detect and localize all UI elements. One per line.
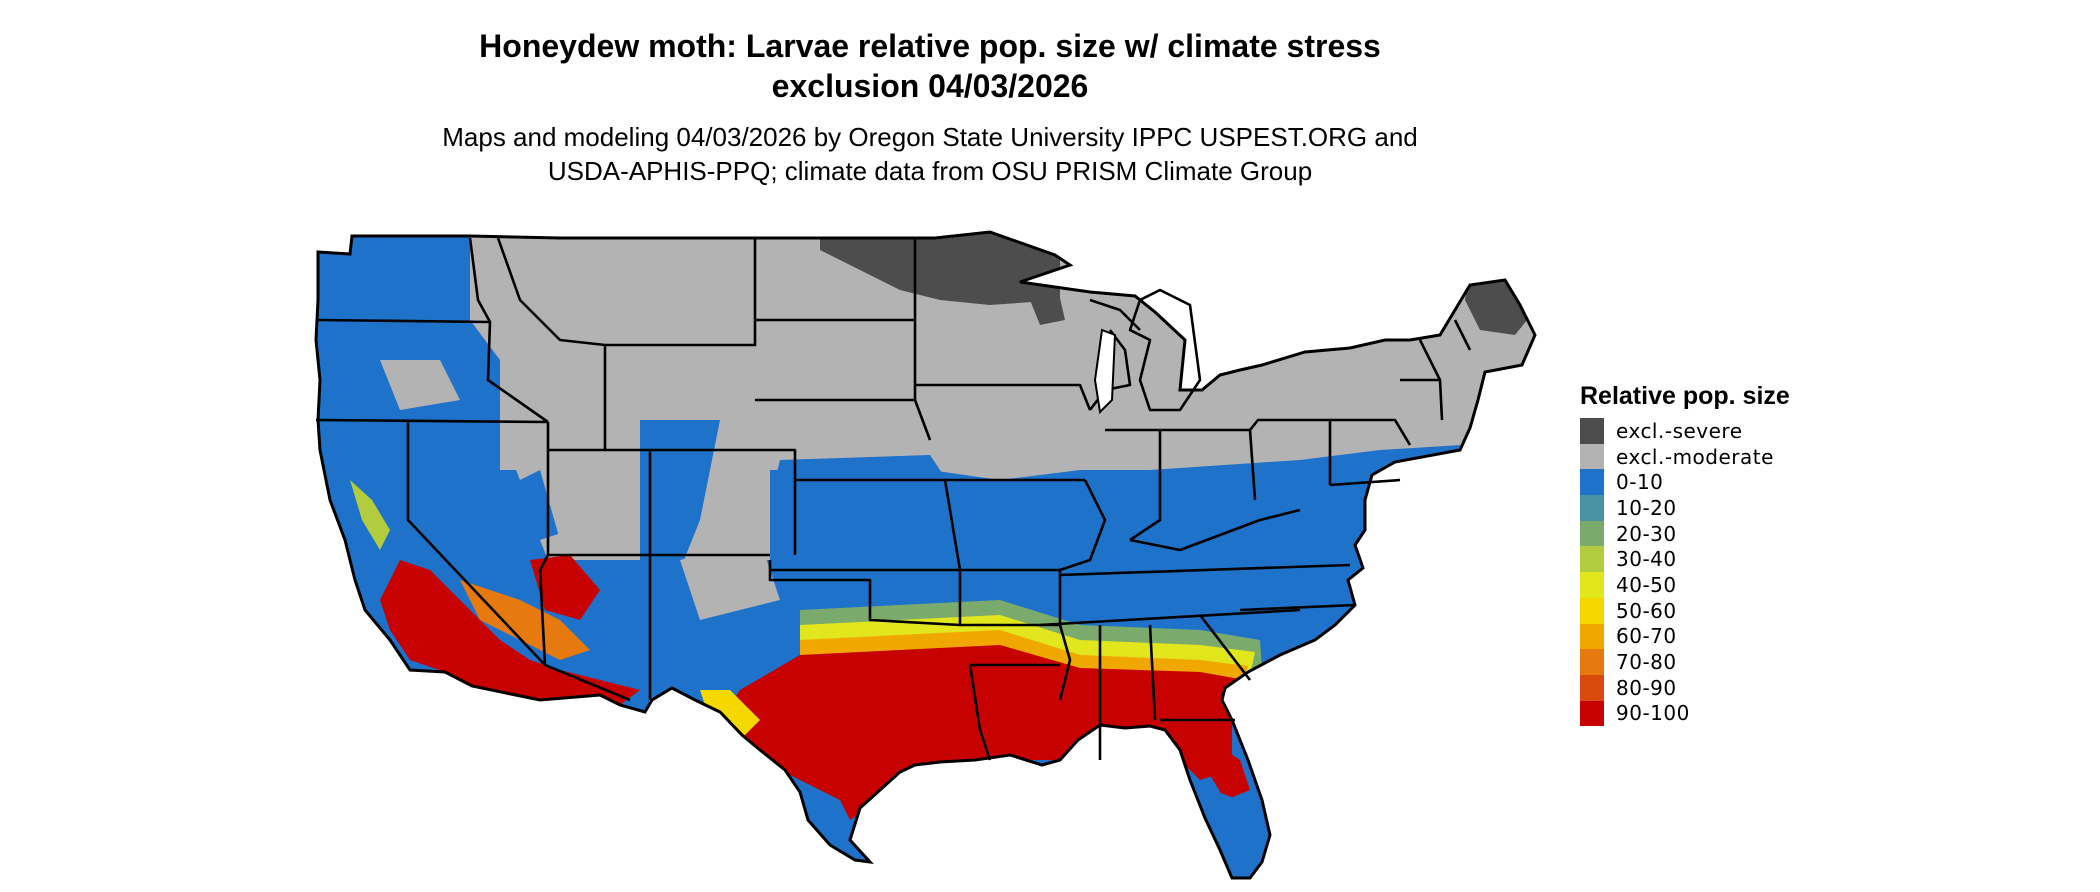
us-map	[314, 230, 1537, 880]
legend-label: excl.-severe	[1616, 418, 1743, 443]
legend-item: 30-40	[1580, 546, 2000, 573]
border-pa-ny	[1330, 418, 1412, 446]
border-ca-nv	[406, 420, 546, 666]
legend-swatch	[1580, 546, 1604, 573]
legend-label: 30-40	[1616, 547, 1677, 572]
legend-swatch	[1580, 572, 1604, 598]
border-il-ky-mo	[1059, 479, 1107, 572]
legend-swatch	[1580, 700, 1604, 727]
border-mt-wy-nd	[605, 238, 757, 347]
border-ok-tx	[768, 560, 961, 627]
border-az-ca	[538, 554, 631, 702]
border-al-ga	[1148, 624, 1157, 721]
legend-swatch	[1580, 623, 1604, 650]
border-pa-md	[1329, 478, 1401, 487]
legend-label: 70-80	[1616, 650, 1677, 675]
legend-label: 60-70	[1616, 624, 1677, 649]
legend-item: 60-70	[1580, 623, 2000, 650]
legend-swatch	[1580, 495, 1604, 521]
legend-swatch	[1580, 649, 1604, 675]
border-mn-ia	[915, 383, 1092, 411]
legend-swatch	[1580, 443, 1604, 470]
border-ky-tn-va	[1059, 563, 1351, 577]
map-frame	[300, 222, 1540, 890]
legend-label: excl.-moderate	[1616, 444, 1774, 469]
legend-item: excl.-moderate	[1580, 443, 2000, 470]
border-ky-oh-wv	[1129, 508, 1301, 552]
legend-label: 20-30	[1616, 521, 1677, 546]
legend-title: Relative pop. size	[1580, 382, 1790, 410]
border-mi-wi	[1089, 298, 1141, 331]
legend-swatch	[1580, 674, 1604, 701]
border-wa-or	[317, 318, 491, 324]
title-block: Honeydew moth: Larvae relative pop. size…	[340, 26, 1520, 188]
border-wy-co-ne	[650, 448, 797, 555]
border-id-west	[468, 237, 549, 424]
border-michigan	[1128, 288, 1202, 412]
border-tn-south	[1039, 608, 1301, 627]
border-vt-nh	[1418, 339, 1442, 381]
legend-swatch	[1580, 520, 1604, 547]
map-title: Honeydew moth: Larvae relative pop. size…	[479, 28, 1381, 104]
legend-item: 40-50	[1580, 572, 2000, 598]
border-oh-pa	[1248, 418, 1332, 485]
border-nc-sc	[1239, 603, 1356, 612]
border-ar-la	[960, 623, 1072, 701]
map-subtitle: Maps and modeling 04/03/2026 by Oregon S…	[442, 122, 1418, 186]
legend-swatch	[1580, 597, 1604, 624]
border-or-ca-nv-id	[315, 418, 549, 424]
legend-label: 50-60	[1616, 598, 1677, 623]
map-legend: Relative pop. size excl.-severe excl.-mo…	[1580, 380, 2000, 727]
border-nh-me	[1453, 319, 1472, 351]
legend-item: 10-20	[1580, 495, 2000, 521]
legend-label: 40-50	[1616, 572, 1677, 597]
legend-item: excl.-severe	[1580, 418, 2000, 444]
legend-label: 90-100	[1616, 701, 1690, 726]
border-ga-sc	[1198, 614, 1252, 681]
border-il-in	[1105, 428, 1162, 542]
legend-swatch	[1580, 469, 1604, 496]
legend-item: 50-60	[1580, 597, 2000, 624]
border-id-mt	[496, 237, 606, 347]
legend-label: 0-10	[1616, 470, 1664, 495]
state-borders	[315, 237, 1472, 761]
border-tx-la	[968, 664, 992, 761]
legend-swatch	[1580, 418, 1604, 444]
legend-item: 70-80	[1580, 649, 2000, 675]
legend-item: 90-100	[1580, 700, 2000, 727]
legend-item: 0-10	[1580, 469, 2000, 496]
legend-item: 80-90	[1580, 674, 2000, 701]
legend-label: 80-90	[1616, 675, 1677, 700]
legend-item: 20-30	[1580, 520, 2000, 547]
lake-michigan-shape	[1093, 328, 1117, 415]
legend-label: 10-20	[1616, 495, 1677, 520]
